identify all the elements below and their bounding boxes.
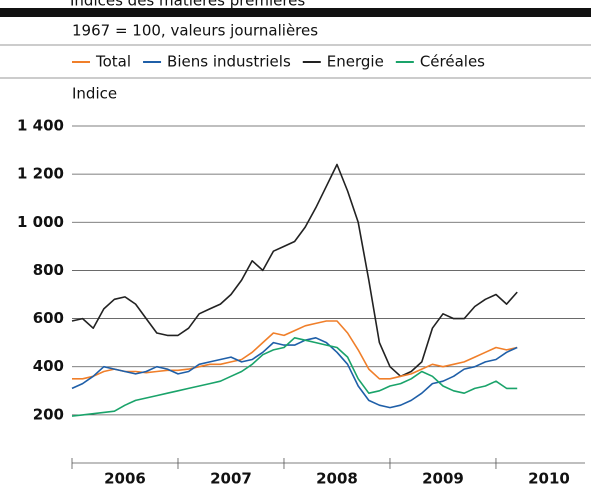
x-tick-label: 2009 bbox=[422, 470, 464, 488]
y-tick-label: 1 400 bbox=[17, 117, 64, 135]
x-tick-label: 2010 bbox=[528, 470, 570, 488]
legend-label: Energie bbox=[327, 53, 384, 71]
legend-label: Céréales bbox=[420, 53, 485, 71]
legend: Total Biens industriels Energie Céréales bbox=[72, 53, 485, 71]
series-line bbox=[71, 337, 518, 409]
y-tick-label: 600 bbox=[33, 309, 64, 327]
legend-label: Biens industriels bbox=[167, 53, 291, 71]
chart-title: Indices des matières premières bbox=[70, 0, 305, 10]
y-tick-label: 1 000 bbox=[17, 213, 64, 231]
x-tick-label: 2006 bbox=[104, 470, 146, 488]
y-tick-label: 400 bbox=[33, 357, 64, 375]
series-line bbox=[71, 163, 518, 378]
top-bar bbox=[0, 8, 591, 17]
series-line bbox=[72, 320, 518, 380]
series-line bbox=[71, 337, 518, 417]
y-tick-label: 800 bbox=[33, 261, 64, 279]
y-tick-label: 200 bbox=[33, 405, 64, 423]
legend-label: Total bbox=[95, 53, 131, 71]
chart-subtitle: 1967 = 100, valeurs journalières bbox=[72, 22, 318, 40]
y-axis-label: Indice bbox=[72, 85, 117, 103]
x-tick-label: 2008 bbox=[316, 470, 358, 488]
x-tick-label: 2007 bbox=[210, 470, 252, 488]
y-tick-label: 1 200 bbox=[17, 165, 64, 183]
